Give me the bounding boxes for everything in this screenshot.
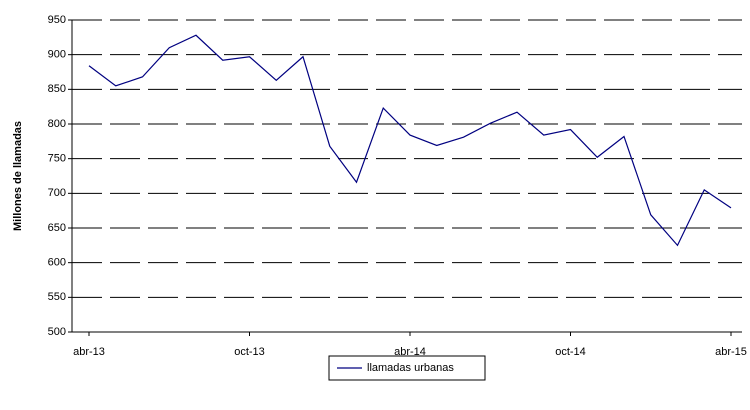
y-tick-label: 500: [48, 326, 66, 338]
legend-label: llamadas urbanas: [367, 362, 454, 374]
y-tick-label: 750: [48, 153, 66, 165]
y-tick-label: 950: [48, 14, 66, 26]
x-tick-label: oct-14: [555, 346, 586, 358]
line: [88, 34, 732, 247]
x-tick-label: abr-14: [394, 346, 426, 358]
y-tick-label: 600: [48, 257, 66, 269]
y-tick-label: 800: [48, 118, 66, 130]
y-tick-label: 550: [48, 291, 66, 303]
x-tick-label: abr-13: [73, 346, 105, 358]
x-tick-label: oct-13: [234, 346, 265, 358]
y-tick-label: 850: [48, 83, 66, 95]
y-axis-label: Millones de llamadas: [12, 121, 24, 231]
y-tick-label: 900: [48, 49, 66, 61]
x-tick-label: abr-15: [715, 346, 747, 358]
y-tick-label: 650: [48, 222, 66, 234]
y-tick-label: 700: [48, 187, 66, 199]
